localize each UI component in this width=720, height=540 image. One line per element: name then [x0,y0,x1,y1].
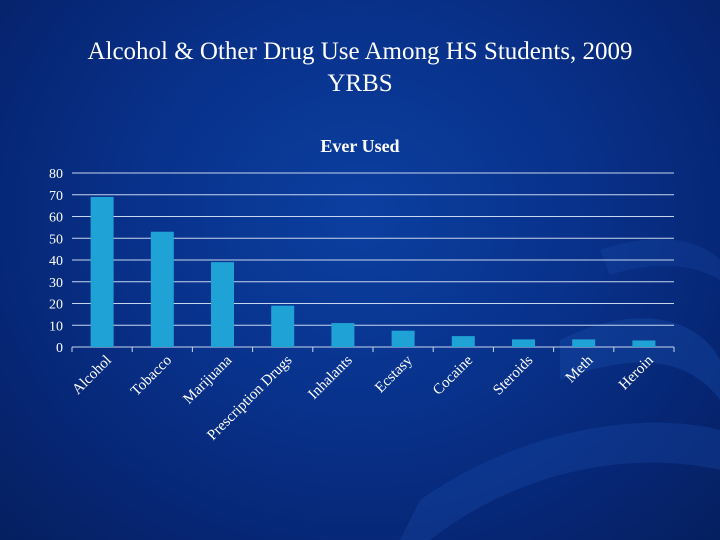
x-tick-label: Cocaine [430,352,476,398]
bar-meth [572,339,596,347]
x-tick-label: Inhalants [306,352,356,402]
y-tick-label: 50 [49,232,63,247]
bar-alcohol [90,196,114,347]
x-tick-label: Heroin [616,352,657,393]
bar-marijuana [211,262,234,347]
bar-tobacco [150,231,174,347]
x-tick-label: Marijuana [180,352,235,407]
y-tick-label: 70 [49,189,63,204]
x-tick-label: Ecstasy [372,352,416,396]
y-tick-label: 80 [49,167,63,182]
bars [90,196,656,347]
bar-prescription-drugs [271,305,295,347]
bar-steroids [512,339,535,347]
slide-title-line1: Alcohol & Other Drug Use Among HS Studen… [87,38,633,65]
x-tick-label: Tobacco [128,353,175,400]
bar-heroin [632,340,656,347]
x-tick-label: Steroids [490,352,536,398]
chart-title: Ever Used [320,136,399,156]
x-tick-label: Meth [563,352,597,386]
y-axis-ticks: 0 10 20 30 40 50 60 70 80 [49,167,63,356]
y-tick-label: 0 [56,341,63,356]
y-tick-label: 20 [49,298,63,313]
slide-title: Alcohol & Other Drug Use Among HS Studen… [20,36,700,100]
slide-title-line2: YRBS [327,70,393,97]
y-tick-label: 30 [49,276,63,291]
y-tick-label: 40 [49,254,63,269]
x-tick-label: Alcohol [69,353,114,398]
y-tick-label: 10 [49,319,63,334]
bar-inhalants [331,323,355,347]
bar-cocaine [451,336,475,347]
bar-ecstasy [391,330,415,347]
y-tick-label: 60 [49,211,63,226]
